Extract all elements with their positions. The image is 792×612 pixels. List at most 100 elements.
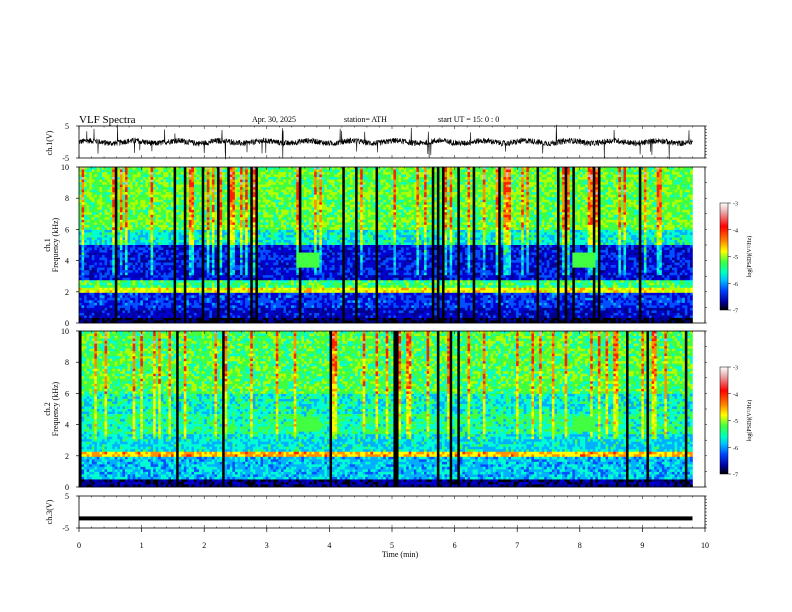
spectrogram-cell (312, 205, 315, 208)
spectrogram-cell (516, 170, 519, 173)
spectrogram-cell (437, 207, 440, 210)
spectrogram-cell (368, 200, 371, 203)
spectrogram-cell (401, 225, 404, 228)
spectrogram-cell (606, 167, 619, 170)
spectrogram-cell (575, 187, 578, 190)
spectrogram-cell (153, 212, 156, 215)
spectrogram-cell (514, 182, 519, 185)
spectrogram-cell (314, 227, 317, 230)
spectrogram-cell (598, 205, 601, 208)
spectrogram-cell (657, 227, 660, 230)
spectrogram-cell (370, 200, 373, 203)
spectrogram-cell (570, 222, 573, 225)
spectrogram-cell (199, 180, 202, 183)
spectrogram-cell (434, 227, 437, 230)
spectrogram-cell (304, 212, 307, 215)
spectrogram-cell (470, 225, 473, 228)
spectrogram-cell (240, 185, 243, 188)
spectrogram-cell (89, 167, 97, 170)
spectrogram-cell (439, 182, 442, 185)
spectrogram-cell (245, 170, 248, 173)
spectrogram-cell (171, 230, 174, 233)
spectrogram-cell (598, 220, 601, 223)
spectrogram-cell (539, 212, 547, 215)
spectrogram-cell (225, 190, 228, 193)
spectrogram-cell (539, 172, 542, 175)
spectrogram-cell (171, 190, 174, 193)
spectrogram-cell (232, 222, 235, 225)
spectrogram-cell (271, 195, 274, 198)
spectrogram-cell (406, 222, 409, 225)
spectrogram-cell (174, 202, 177, 205)
spectrogram-cell (577, 200, 580, 203)
spectrogram-cell (672, 170, 675, 173)
spectrogram-cell (230, 170, 235, 173)
spectrogram-cell (358, 197, 361, 200)
spectrogram-cell (181, 217, 184, 220)
spectrogram-cell (135, 167, 138, 170)
spectrogram-cell (227, 197, 230, 200)
spectrogram-cell (393, 185, 396, 188)
spectrogram-cell (447, 215, 450, 218)
spectrogram-cell (652, 175, 657, 178)
spectrogram-cell (235, 210, 240, 213)
spectrogram-cell (577, 222, 582, 225)
spectrogram-cell (475, 212, 480, 215)
spectrogram-cell (138, 202, 141, 205)
spectrogram-cell (296, 202, 299, 205)
spectrogram-cell (524, 190, 527, 193)
spectrogram-cell (519, 167, 522, 170)
spectrogram-cell (309, 177, 314, 180)
spectrogram-cell (618, 197, 621, 200)
spectrogram-cell (606, 220, 619, 223)
spectrogram-cell (598, 202, 601, 205)
spectrogram-cell (117, 217, 120, 220)
spectrogram-cell (166, 170, 169, 173)
spectrogram-cell (248, 197, 251, 200)
spectrogram-cell (197, 202, 200, 205)
spectrogram-cell (194, 175, 197, 178)
spectrogram-cell (294, 227, 297, 230)
spectrogram-cell (204, 200, 207, 203)
spectrogram-cell (646, 227, 651, 230)
spectrogram-cell (595, 202, 598, 205)
spectrogram-cell (214, 190, 217, 193)
spectrogram-cell (623, 200, 626, 203)
spectrogram-cell (675, 195, 678, 198)
spectrogram-cell (212, 227, 215, 230)
spectrogram-cell (250, 220, 253, 223)
spectrogram-cell (273, 190, 281, 193)
spectrogram-cell (232, 172, 235, 175)
spectrogram-cell (179, 175, 184, 178)
spectrogram-cell (483, 222, 486, 225)
spectrogram-cell (102, 180, 107, 183)
spectrogram-cell (542, 172, 545, 175)
spectrogram-cell (424, 195, 427, 198)
spectrogram-cell (301, 167, 312, 170)
spectrogram-cell (659, 172, 662, 175)
spectrogram-cell (485, 212, 490, 215)
spectrogram-cell (526, 167, 529, 170)
spectrogram-cell (460, 227, 465, 230)
spectrogram-cell (337, 197, 342, 200)
spectrogram-cell (214, 217, 217, 220)
spectrogram-cell (447, 202, 450, 205)
spectrogram-cell (110, 225, 113, 228)
spectrogram-cell (401, 182, 406, 185)
spectrogram-cell (186, 205, 189, 208)
spectrogram-cell (396, 227, 409, 230)
spectrogram-cell (94, 202, 97, 205)
spectrogram-cell (345, 192, 348, 195)
spectrogram-cell (143, 190, 146, 193)
figure-title: VLF Spectra (79, 114, 136, 126)
spectrogram-cell (243, 192, 246, 195)
spectrogram-cell (184, 185, 187, 188)
spectrogram-cell (82, 220, 85, 223)
spectrogram-cell (554, 180, 557, 183)
spectrogram-cell (110, 215, 113, 218)
spectrogram-cell (214, 172, 217, 175)
spectrogram-cell (176, 217, 181, 220)
spectrogram-cell (133, 222, 136, 225)
spectrogram-cell (110, 167, 113, 170)
spectrogram-cell (179, 190, 184, 193)
